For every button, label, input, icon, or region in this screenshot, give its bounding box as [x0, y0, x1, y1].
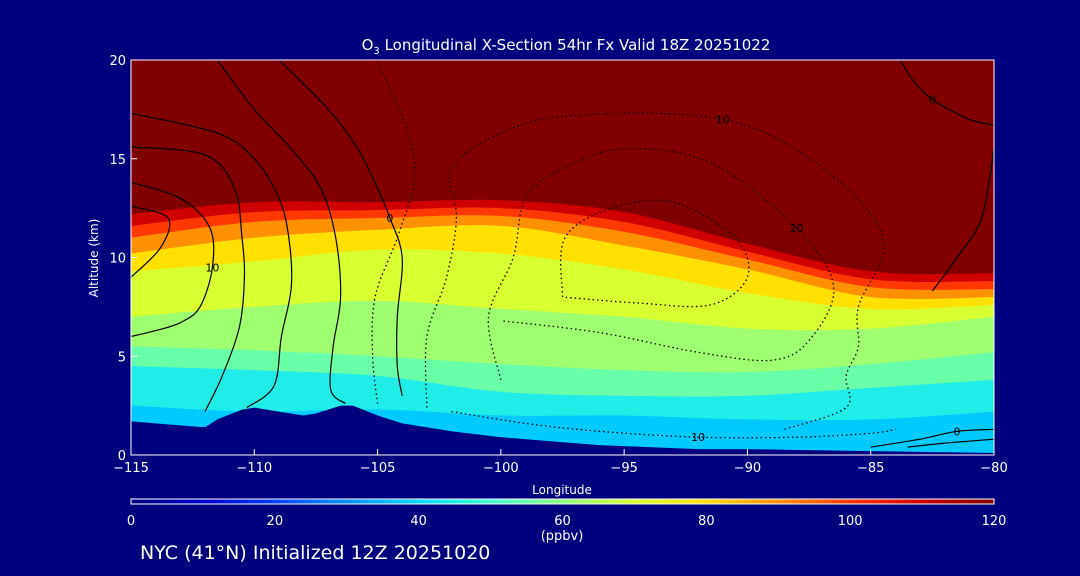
contour-label: 10: [691, 431, 705, 444]
title-subscript: 3: [373, 46, 379, 57]
contour-line: [931, 148, 994, 292]
contour-line: [870, 428, 994, 448]
contour-label: 0: [929, 94, 936, 107]
contour-label: 10: [205, 261, 219, 274]
contour-label: 0: [386, 212, 393, 225]
colorbar-tick-label: 40: [410, 514, 427, 529]
contour-line: [131, 205, 171, 278]
contour-line: [907, 438, 994, 448]
contour-label: 10: [716, 113, 730, 126]
y-axis-label: Altitude (km): [87, 219, 101, 298]
contour-line: [899, 60, 994, 126]
x-tick-label: −95: [610, 461, 637, 476]
colorbar-tick-label: 120: [982, 514, 1007, 529]
contour-line: [216, 60, 346, 405]
x-tick-label: −90: [734, 461, 761, 476]
terrain-mask: [131, 405, 994, 455]
title-rest: Longitudinal X-Section 54hr Fx Valid 18Z…: [380, 36, 771, 54]
x-tick-label: −105: [360, 461, 396, 476]
contour-line: [131, 146, 246, 412]
y-tick-label: 5: [118, 350, 126, 365]
y-tick-label: 0: [118, 449, 126, 464]
contour-line: [424, 112, 885, 430]
colorbar-ticks: 0 20 40 60 80 100 120: [127, 514, 1007, 529]
contour-line: [131, 112, 293, 409]
chart-title: O3 Longitudinal X-Section 54hr Fx Valid …: [362, 36, 771, 57]
colorbar: [130, 498, 995, 505]
x-tick-label: −85: [857, 461, 884, 476]
x-tick-label: −115: [113, 461, 149, 476]
y-tick-label: 10: [109, 252, 126, 267]
x-axis-label: Longitude: [532, 483, 592, 497]
y-tick-label: 20: [109, 54, 126, 69]
y-axis: 0 5 10 15 20: [109, 54, 137, 464]
contour-label: 0: [954, 425, 961, 438]
title-species: O: [362, 36, 374, 54]
contour-line: [131, 181, 215, 338]
contour-lines: 0 10 0 0 10 20 10: [131, 60, 994, 448]
contour-line: [451, 410, 896, 439]
x-tick-label: −80: [980, 461, 1007, 476]
colorbar-tick-label: 80: [698, 514, 715, 529]
contour-line: [560, 199, 750, 308]
contour-line: [278, 60, 403, 396]
colorbar-unit: (ppbv): [541, 529, 584, 544]
contour-label: 20: [790, 222, 804, 235]
colorbar-tick-label: 0: [127, 514, 135, 529]
x-axis: −115 −110 −105 −100 −95 −90 −85 −80: [113, 449, 1008, 476]
colorbar-tick-label: 20: [267, 514, 284, 529]
colorbar-tick-label: 60: [554, 514, 571, 529]
y-tick-label: 15: [109, 153, 126, 168]
x-tick-label: −100: [483, 461, 519, 476]
init-footer: NYC (41°N) Initialized 12Z 20251020: [140, 542, 491, 564]
x-tick-label: −110: [236, 461, 272, 476]
colorbar-tick-label: 100: [838, 514, 863, 529]
